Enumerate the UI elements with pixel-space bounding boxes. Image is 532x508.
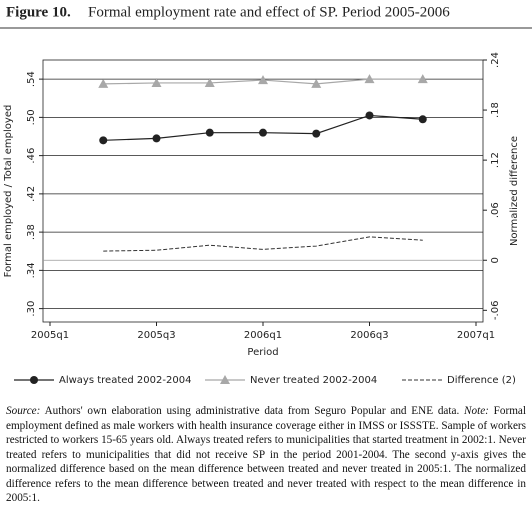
point bbox=[98, 78, 109, 88]
x-tick-label: 2005q3 bbox=[137, 330, 175, 341]
source-text: Authors' own elaboration using administr… bbox=[44, 405, 460, 417]
point bbox=[312, 129, 321, 138]
point bbox=[365, 111, 374, 120]
y-tick-label: .42 bbox=[26, 186, 37, 202]
point bbox=[205, 128, 214, 137]
figure-note: Source: Authors' own elaboration using a… bbox=[6, 404, 526, 506]
point bbox=[417, 74, 428, 84]
y-tick-label: .50 bbox=[26, 109, 37, 125]
legend-marker bbox=[220, 375, 230, 384]
y2-axis-label: Normalized difference bbox=[509, 136, 520, 246]
point bbox=[258, 75, 268, 85]
x-tick-label: 2006q1 bbox=[244, 330, 282, 341]
y2-tick-label: .24 bbox=[490, 52, 501, 68]
source-label: Source: bbox=[6, 405, 41, 417]
point bbox=[99, 136, 108, 145]
y2-tick-label: .12 bbox=[490, 152, 501, 168]
chart-title: Formal employment rate and effect of SP.… bbox=[88, 4, 450, 20]
y2-tick-label: 0 bbox=[490, 257, 501, 263]
legend-marker bbox=[30, 376, 38, 384]
y-axis-label: Formal employed / Total employed bbox=[3, 105, 14, 278]
point bbox=[418, 115, 427, 124]
legend-label: Always treated 2002-2004 bbox=[59, 375, 191, 386]
y2-tick-label: -.06 bbox=[490, 301, 501, 321]
y-tick-label: .34 bbox=[26, 262, 37, 278]
figure-label: Figure 10. bbox=[6, 4, 71, 20]
point bbox=[151, 77, 162, 87]
y2-tick-label: .06 bbox=[490, 202, 501, 218]
x-tick-label: 2005q1 bbox=[31, 330, 69, 341]
x-tick-label: 2006q3 bbox=[350, 330, 388, 341]
point bbox=[364, 74, 375, 84]
y2-tick-label: .18 bbox=[490, 102, 501, 118]
legend-label: Never treated 2002-2004 bbox=[250, 375, 377, 386]
y-tick-label: .38 bbox=[26, 224, 37, 240]
x-tick-label: 2007q1 bbox=[457, 330, 495, 341]
point bbox=[204, 77, 215, 87]
y-tick-label: .30 bbox=[26, 301, 37, 317]
chart: Figure 10. Formal employment rate and ef… bbox=[0, 4, 532, 386]
note-label: Note: bbox=[464, 405, 489, 417]
point bbox=[259, 128, 267, 137]
x-axis-label: Period bbox=[247, 347, 278, 358]
series-line bbox=[103, 236, 423, 252]
legend-label: Difference (2) bbox=[447, 375, 516, 386]
y-tick-label: .46 bbox=[26, 148, 37, 164]
point bbox=[311, 78, 322, 88]
plot-frame bbox=[42, 59, 484, 323]
note-text: Formal employment defined as male worker… bbox=[6, 405, 526, 504]
point bbox=[152, 134, 161, 143]
y-tick-label: .54 bbox=[26, 71, 37, 87]
